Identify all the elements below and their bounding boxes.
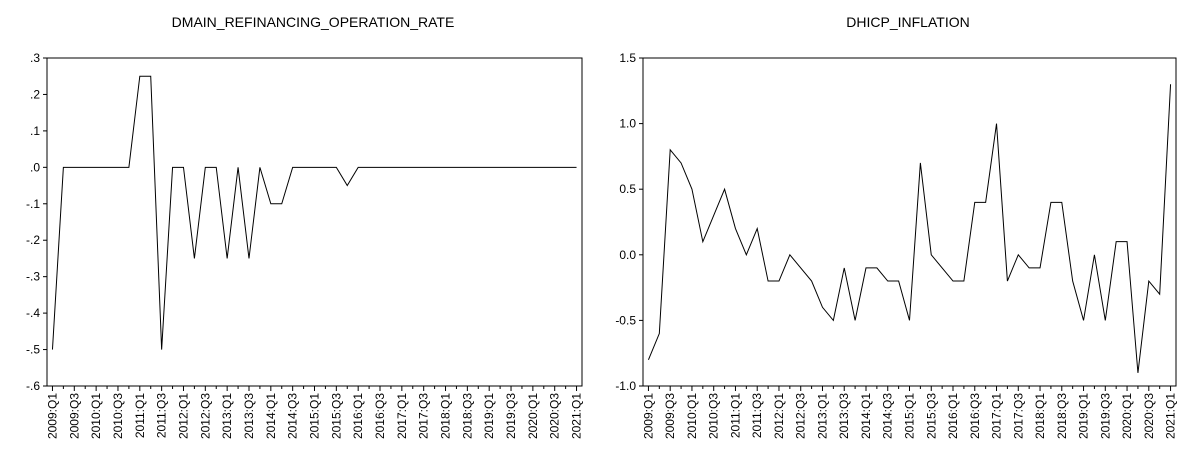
x-tick-label: 2011:Q1 bbox=[728, 393, 742, 438]
x-tick-label: 2017:Q1 bbox=[990, 393, 1004, 439]
x-tick-label: 2018:Q1 bbox=[1033, 393, 1047, 439]
x-tick-label: 2014:Q1 bbox=[859, 393, 873, 439]
y-tick-label: .1 bbox=[30, 124, 40, 138]
x-tick-label: 2011:Q3 bbox=[750, 393, 764, 438]
y-tick-label: -1.0 bbox=[615, 379, 636, 393]
y-tick-label: -.1 bbox=[26, 197, 40, 211]
x-tick-label: 2015:Q1 bbox=[308, 393, 322, 439]
y-tick-label: -0.5 bbox=[615, 313, 636, 327]
x-tick-label: 2021:Q1 bbox=[570, 393, 584, 439]
x-tick-label: 2019:Q3 bbox=[1098, 393, 1112, 439]
x-tick-label: 2020:Q1 bbox=[526, 393, 540, 439]
line-series bbox=[647, 84, 1172, 373]
y-tick-label: 1.5 bbox=[619, 51, 636, 65]
line-series bbox=[51, 75, 577, 350]
x-tick-label: 2010:Q3 bbox=[707, 393, 721, 439]
chart-title: DHICP_INFLATION bbox=[846, 14, 969, 30]
x-tick-label: 2017:Q3 bbox=[417, 393, 431, 439]
x-tick-label: 2018:Q1 bbox=[439, 393, 453, 439]
x-tick-label: 2011:Q1 bbox=[133, 393, 147, 438]
y-tick-label: -.2 bbox=[26, 233, 40, 247]
x-tick-label: 2010:Q1 bbox=[89, 393, 103, 439]
y-tick-label: .2 bbox=[30, 87, 40, 101]
x-tick-label: 2012:Q1 bbox=[772, 393, 786, 439]
x-tick-label: 2015:Q3 bbox=[329, 393, 343, 439]
x-tick-label: 2020:Q1 bbox=[1120, 393, 1134, 439]
x-tick-label: 2014:Q1 bbox=[264, 393, 278, 439]
x-tick-label: 2015:Q1 bbox=[903, 393, 917, 439]
x-tick-label: 2010:Q1 bbox=[685, 393, 699, 439]
x-tick-label: 2019:Q1 bbox=[1077, 393, 1091, 439]
x-tick-label: 2012:Q1 bbox=[176, 393, 190, 439]
x-tick-label: 2019:Q3 bbox=[504, 393, 518, 439]
x-tick-label: 2013:Q3 bbox=[837, 393, 851, 439]
y-tick-label: 0.5 bbox=[619, 182, 636, 196]
x-tick-label: 2011:Q3 bbox=[155, 393, 169, 438]
y-tick-label: .3 bbox=[30, 51, 40, 65]
x-tick-label: 2016:Q3 bbox=[373, 393, 387, 439]
x-tick-label: 2021:Q1 bbox=[1164, 393, 1178, 439]
x-tick-label: 2014:Q3 bbox=[881, 393, 895, 439]
chart-title: DMAIN_REFINANCING_OPERATION_RATE bbox=[172, 14, 455, 30]
x-tick-label: 2012:Q3 bbox=[198, 393, 212, 439]
x-tick-label: 2018:Q3 bbox=[460, 393, 474, 439]
x-tick-label: 2009:Q1 bbox=[45, 393, 59, 439]
x-tick-label: 2013:Q3 bbox=[242, 393, 256, 439]
x-tick-label: 2020:Q3 bbox=[1142, 393, 1156, 439]
x-tick-label: 2017:Q3 bbox=[1011, 393, 1025, 439]
y-tick-label: .0 bbox=[30, 160, 40, 174]
x-tick-label: 2009:Q3 bbox=[663, 393, 677, 439]
x-tick-label: 2020:Q3 bbox=[548, 393, 562, 439]
x-tick-label: 2012:Q3 bbox=[794, 393, 808, 439]
x-tick-label: 2010:Q3 bbox=[111, 393, 125, 439]
y-tick-label: 1.0 bbox=[619, 117, 636, 131]
y-tick-label: -.6 bbox=[26, 379, 40, 393]
x-tick-label: 2018:Q3 bbox=[1055, 393, 1069, 439]
x-tick-label: 2019:Q1 bbox=[482, 393, 496, 439]
x-tick-label: 2013:Q1 bbox=[220, 393, 234, 439]
y-tick-label: -.3 bbox=[26, 270, 40, 284]
plot-frame bbox=[46, 57, 583, 387]
y-tick-label: -.5 bbox=[26, 343, 40, 357]
x-tick-label: 2009:Q3 bbox=[67, 393, 81, 439]
x-tick-label: 2016:Q1 bbox=[351, 393, 365, 439]
x-tick-label: 2017:Q1 bbox=[395, 393, 409, 439]
x-tick-label: 2014:Q3 bbox=[286, 393, 300, 439]
x-tick-label: 2013:Q1 bbox=[815, 393, 829, 439]
plot-frame bbox=[642, 57, 1177, 387]
x-tick-label: 2015:Q3 bbox=[924, 393, 938, 439]
x-tick-label: 2009:Q1 bbox=[641, 393, 655, 439]
x-tick-label: 2016:Q3 bbox=[968, 393, 982, 439]
y-tick-label: 0.0 bbox=[619, 248, 636, 262]
x-tick-label: 2016:Q1 bbox=[946, 393, 960, 439]
y-tick-label: -.4 bbox=[26, 306, 40, 320]
